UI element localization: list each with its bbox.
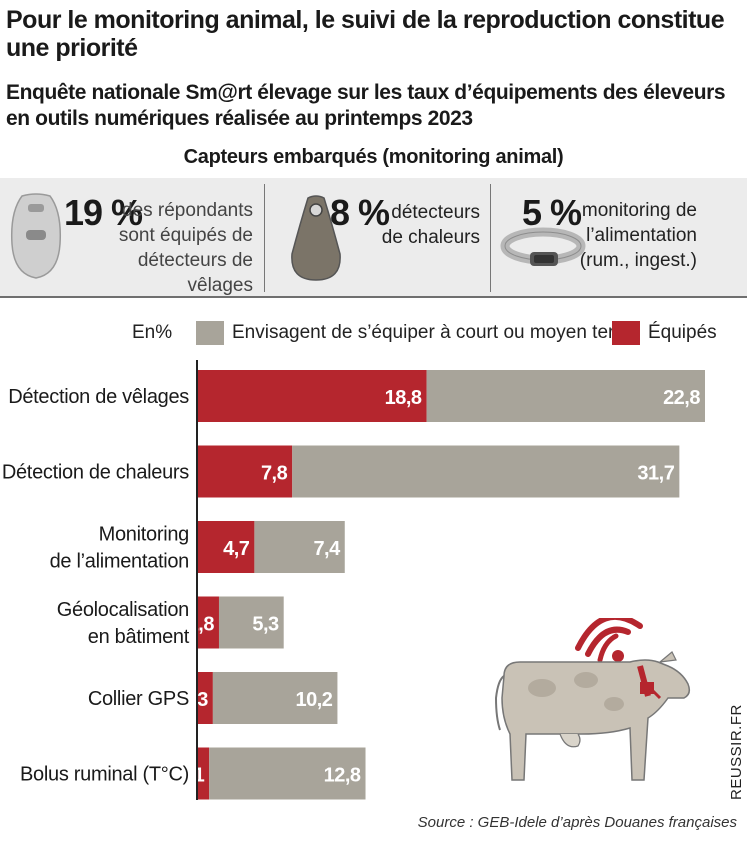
category-label: Détection de vêlages	[8, 386, 189, 408]
bar-equipped	[197, 521, 255, 573]
bar-planned	[426, 370, 705, 422]
collar-icon	[500, 227, 586, 266]
category-label: en bâtiment	[88, 626, 190, 648]
bar-planned	[254, 521, 345, 573]
section-title: Capteurs embarqués (monitoring animal)	[183, 146, 564, 168]
kpi-divider	[490, 184, 491, 292]
cow-icon	[494, 618, 691, 781]
kpi-text-heat: détecteurs de chaleurs	[380, 200, 480, 250]
legend-label-planned: Envisagent de s’équiper à court ou moyen…	[232, 322, 641, 343]
category-label: de l’alimentation	[50, 551, 189, 573]
category-label: Bolus ruminal (T°C)	[20, 764, 189, 786]
kpi-band: 19 % des répondants sont équipés de déte…	[0, 178, 747, 298]
calving-sensor-icon	[10, 193, 62, 279]
stacked-bar-chart: 18,8 22,8 Détection de vêlages 7,8 31,7 Détec…	[2, 360, 705, 800]
kpi-value-feed: 5 %	[522, 192, 582, 233]
data-label-equipped: 18,8	[385, 387, 422, 409]
legend-label-equipped: Équipés	[648, 322, 717, 343]
kpi-text-line: monitoring de	[581, 200, 697, 221]
bar-equipped	[197, 596, 219, 649]
legend-unit: En%	[132, 322, 173, 343]
kpi-value-heat: 8 %	[330, 192, 390, 233]
bar-planned	[209, 747, 366, 800]
kpi-text-line: (rum., ingest.)	[579, 250, 697, 271]
bar-planned	[212, 672, 338, 724]
bar-equipped	[197, 445, 293, 498]
kpi-text-line: des répondants	[122, 200, 253, 221]
bar-planned	[218, 596, 284, 649]
bar-equipped	[197, 747, 210, 800]
data-label-planned: 5,3	[252, 614, 279, 636]
data-label-planned: 22,8	[663, 387, 700, 409]
category-label: Monitoring	[99, 524, 189, 546]
data-label-planned: 31,7	[637, 463, 674, 485]
data-label-equipped: 4,7	[223, 538, 250, 560]
category-label: Détection de chaleurs	[2, 462, 189, 484]
data-label-planned: 7,4	[313, 538, 341, 560]
kpi-text-line: détecteurs	[391, 202, 480, 223]
kpi-value-calving: 19 %	[64, 192, 143, 233]
kpi-text-feed: monitoring de l’alimentation (rum., inge…	[577, 198, 697, 273]
data-label-planned: 10,2	[295, 689, 332, 711]
kpi-text-line: l’alimentation	[586, 225, 697, 246]
category-label: Collier GPS	[88, 688, 189, 710]
bar-equipped	[197, 672, 213, 724]
source-text: Source : GEB-Idele d’après Douanes franç…	[417, 814, 737, 831]
data-label-equipped: 7,8	[261, 463, 288, 485]
category-label: Géolocalisation	[57, 599, 189, 621]
kpi-text-calving: des répondants sont équipés de détecteur…	[73, 198, 253, 298]
heat-detector-icon	[291, 195, 341, 281]
kpi-text-line: sont équipés de	[118, 225, 253, 246]
bar-planned	[292, 445, 680, 498]
chart-subtitle: Enquête nationale Sm@rt élevage sur les …	[6, 81, 726, 130]
kpi-divider	[264, 184, 265, 292]
legend-swatch-planned	[196, 321, 224, 345]
credit-text: REUSSIR.FR	[728, 704, 745, 800]
kpi-text-line: détecteurs de vêlages	[137, 250, 253, 296]
data-label-equipped: 1,8	[188, 614, 215, 636]
data-label-planned: 12,8	[324, 765, 361, 787]
kpi-text-line: de chaleurs	[381, 227, 480, 248]
chart-title: Pour le monitoring animal, le suivi de l…	[6, 6, 725, 62]
legend-swatch-equipped	[612, 321, 640, 345]
bar-equipped	[197, 370, 427, 422]
data-label-equipped: 1,3	[182, 689, 209, 711]
data-label-equipped: 1	[194, 765, 205, 787]
